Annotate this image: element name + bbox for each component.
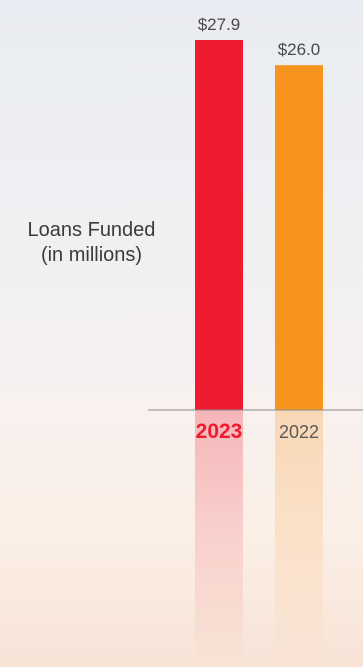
bars (195, 40, 323, 410)
category-label-2022: 2022 (279, 422, 319, 442)
y-axis-unit: (in millions) (40, 244, 143, 266)
y-axis-label: Loans Funded (in millions) (0, 218, 183, 268)
category-label-2023: 2023 (196, 420, 243, 443)
bar-2023 (195, 40, 243, 410)
bar-reflection-2022 (275, 410, 323, 667)
bar-reflection-2023 (195, 410, 243, 667)
y-axis-title: Loans Funded (27, 219, 156, 241)
bar-2022 (275, 65, 323, 410)
bar-reflections (195, 410, 323, 667)
labels: $27.9 2023 $26.0 2022 (196, 15, 321, 443)
value-label-2022: $26.0 (278, 40, 321, 59)
value-label-2023: $27.9 (198, 15, 241, 34)
